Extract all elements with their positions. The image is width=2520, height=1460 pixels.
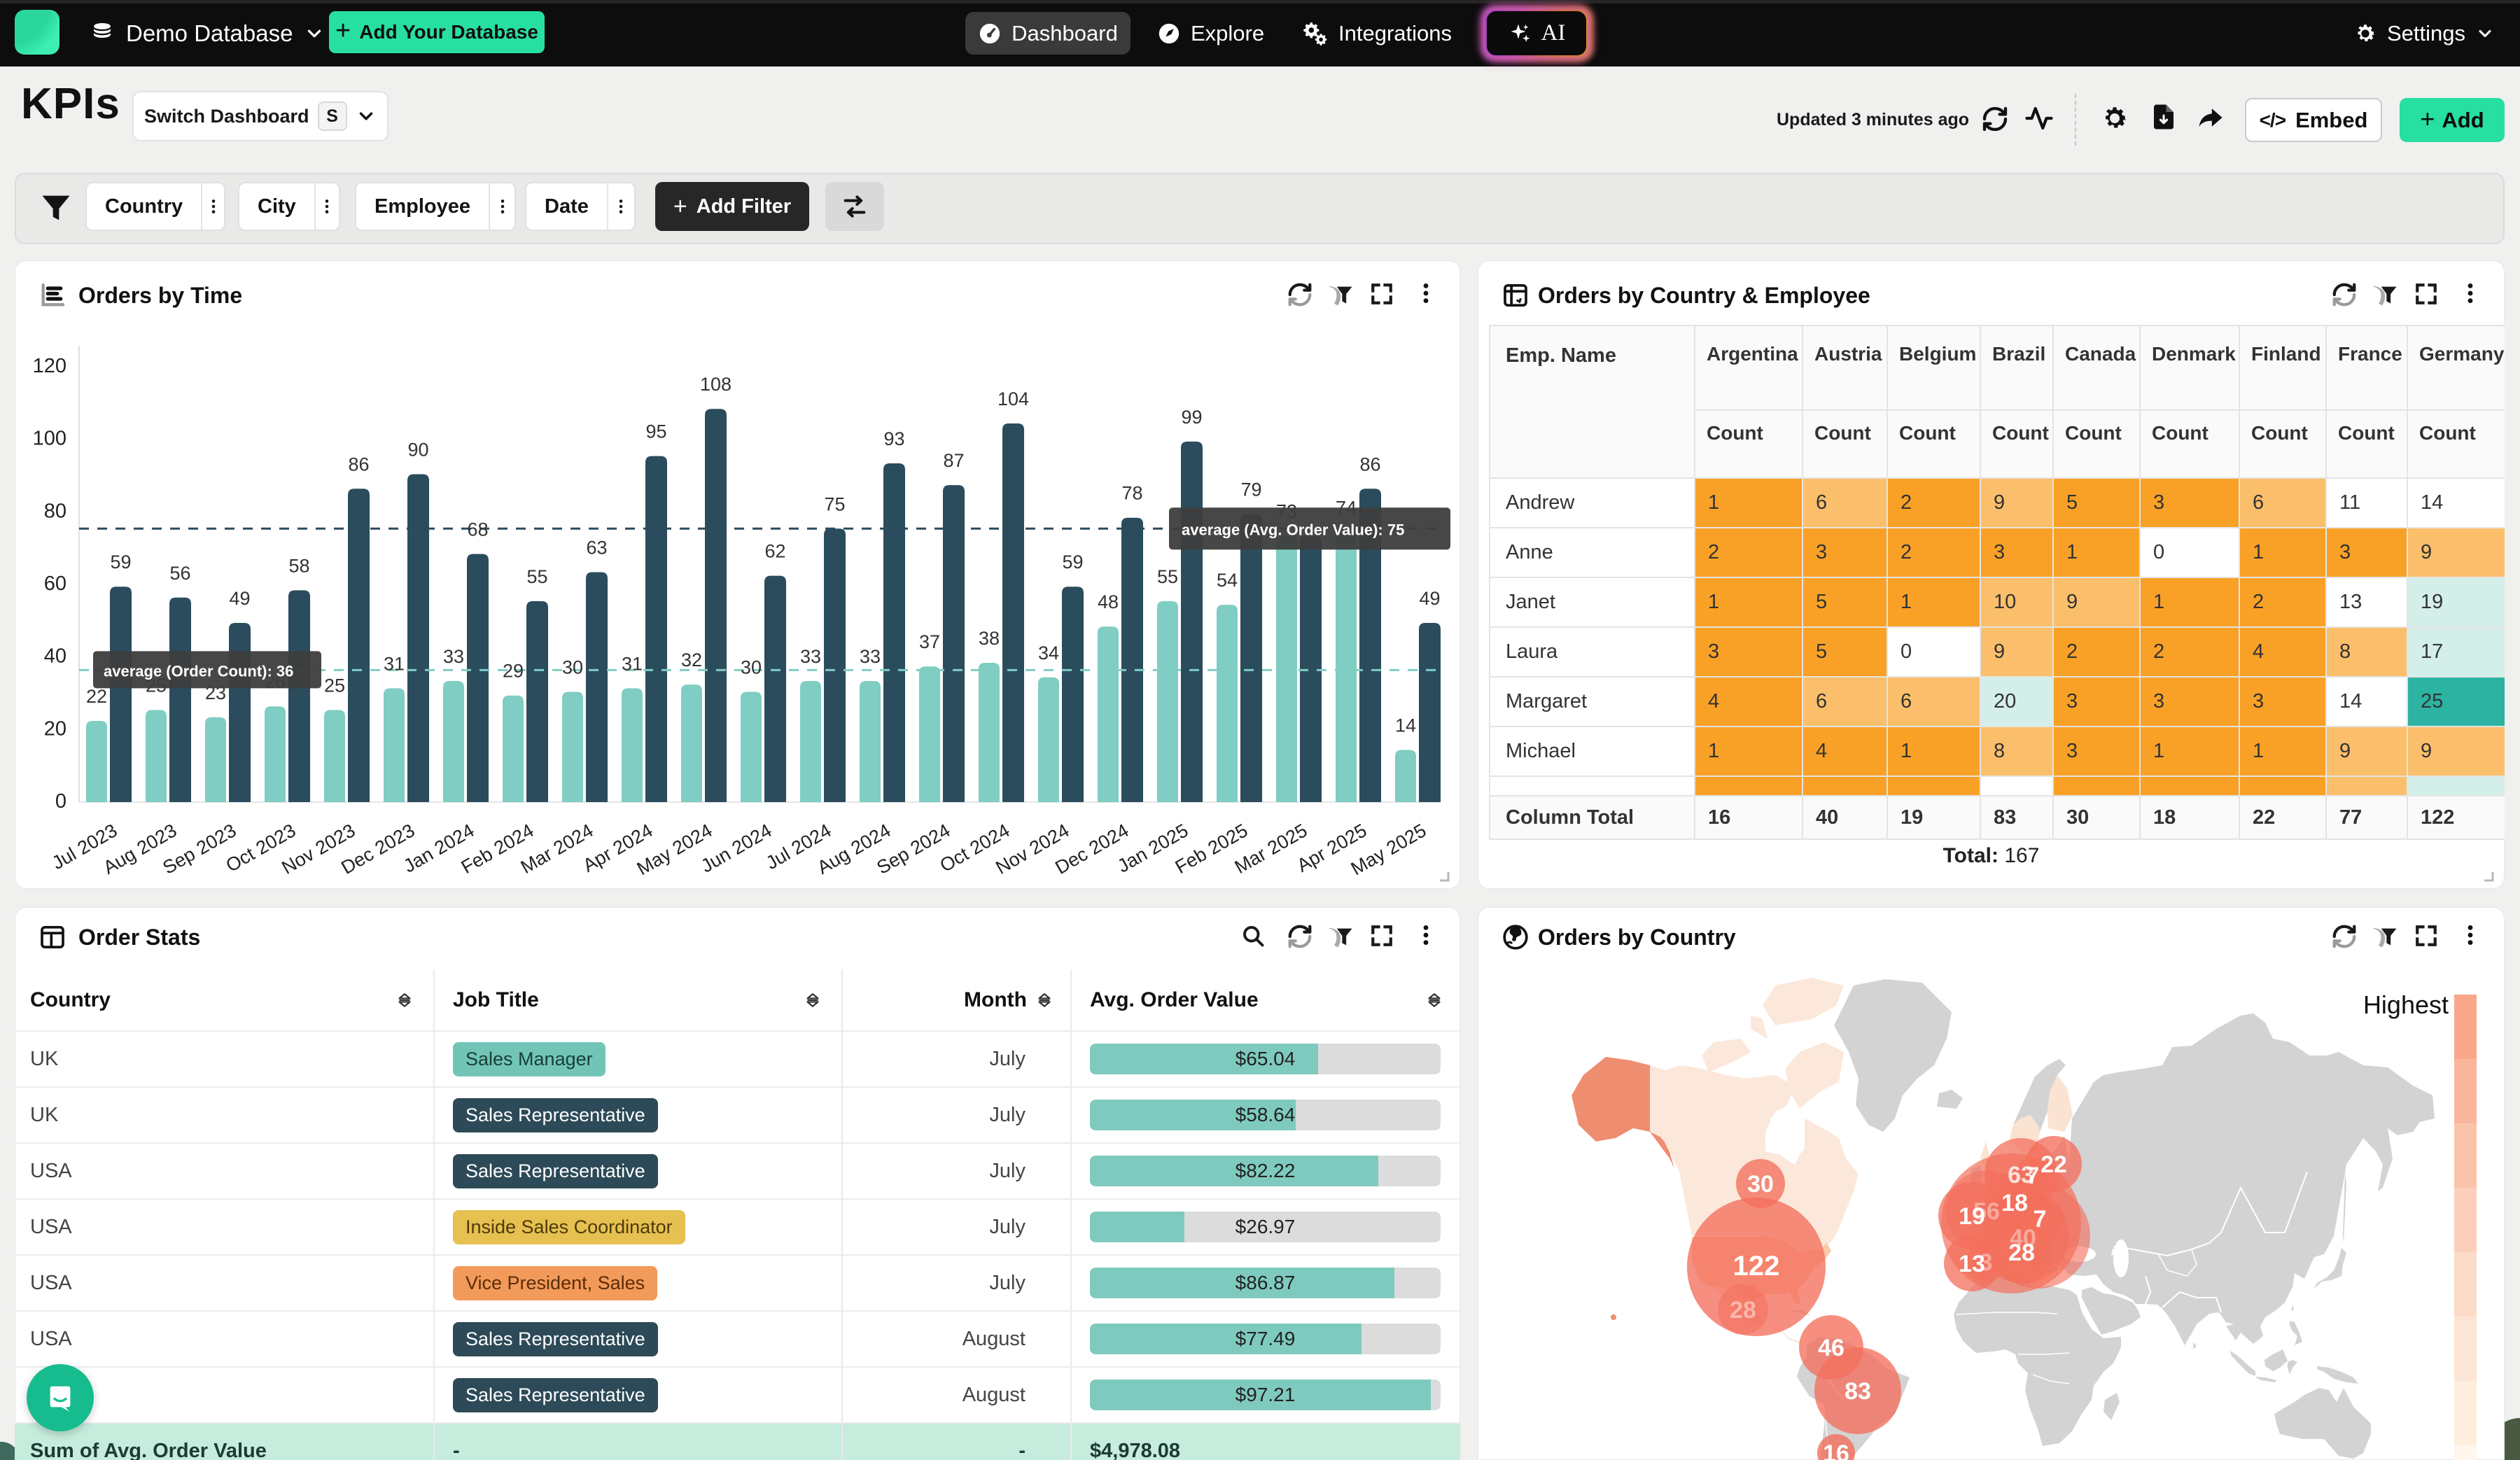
svg-text:28: 28 [2008, 1240, 2035, 1266]
svg-text:108: 108 [700, 374, 732, 395]
svg-text:average (Avg. Order Value): 75: average (Avg. Order Value): 75 [1182, 521, 1404, 538]
svg-text:78: 78 [1121, 483, 1142, 504]
svg-text:63: 63 [586, 537, 607, 558]
svg-text:54: 54 [1217, 570, 1238, 591]
svg-text:87: 87 [943, 450, 964, 471]
svg-text:40: 40 [44, 645, 66, 668]
svg-text:63: 63 [2008, 1162, 2034, 1188]
svg-text:99: 99 [1181, 407, 1202, 428]
svg-text:22: 22 [2040, 1151, 2067, 1178]
svg-text:20: 20 [44, 717, 66, 740]
svg-text:22: 22 [86, 686, 107, 707]
svg-text:86: 86 [348, 454, 369, 475]
svg-text:Highest: Highest [2363, 990, 2449, 1019]
svg-text:30: 30 [741, 657, 762, 678]
svg-text:83: 83 [1844, 1378, 1871, 1405]
svg-text:34: 34 [1038, 643, 1059, 664]
svg-text:28: 28 [1730, 1297, 1756, 1324]
svg-text:37: 37 [919, 631, 940, 652]
svg-text:13: 13 [1959, 1251, 1985, 1277]
svg-text:46: 46 [1818, 1335, 1844, 1361]
svg-text:33: 33 [443, 646, 464, 667]
svg-text:average (Order Count): 36: average (Order Count): 36 [104, 662, 293, 680]
svg-text:60: 60 [44, 573, 66, 595]
svg-text:30: 30 [562, 657, 583, 678]
svg-text:95: 95 [645, 421, 666, 442]
svg-text:100: 100 [33, 428, 66, 450]
svg-text:33: 33 [860, 646, 881, 667]
svg-text:120: 120 [33, 355, 66, 377]
svg-text:14: 14 [1395, 715, 1416, 736]
svg-text:58: 58 [288, 555, 309, 576]
svg-text:18: 18 [2001, 1190, 2028, 1216]
svg-text:19: 19 [1959, 1203, 1985, 1230]
svg-text:31: 31 [622, 653, 643, 674]
svg-text:68: 68 [467, 519, 488, 540]
svg-text:25: 25 [324, 675, 345, 696]
svg-text:62: 62 [764, 541, 785, 562]
svg-text:55: 55 [1157, 566, 1178, 587]
svg-text:49: 49 [229, 588, 250, 609]
svg-text:7: 7 [2033, 1206, 2047, 1233]
svg-text:104: 104 [997, 388, 1029, 409]
svg-text:86: 86 [1359, 454, 1380, 475]
svg-text:55: 55 [526, 566, 547, 587]
svg-text:122: 122 [1733, 1251, 1780, 1282]
svg-text:80: 80 [44, 500, 66, 522]
svg-text:75: 75 [824, 493, 845, 514]
svg-text:90: 90 [407, 440, 428, 461]
svg-text:3: 3 [1980, 1249, 1993, 1276]
svg-text:33: 33 [800, 646, 821, 667]
svg-text:30: 30 [1747, 1171, 1774, 1198]
svg-text:49: 49 [1419, 588, 1440, 609]
svg-text:16: 16 [1823, 1440, 1849, 1460]
svg-text:56: 56 [169, 563, 190, 584]
svg-text:29: 29 [503, 661, 524, 682]
svg-text:0: 0 [55, 790, 66, 813]
svg-text:48: 48 [1098, 591, 1119, 612]
svg-text:31: 31 [384, 653, 405, 674]
svg-text:93: 93 [883, 428, 904, 449]
svg-text:79: 79 [1240, 479, 1261, 500]
svg-text:56: 56 [1973, 1198, 2000, 1225]
svg-text:59: 59 [1062, 552, 1083, 573]
svg-text:32: 32 [681, 650, 702, 671]
svg-text:38: 38 [979, 628, 1000, 649]
svg-text:59: 59 [110, 552, 131, 573]
svg-text:7: 7 [2026, 1163, 2040, 1189]
svg-text:40: 40 [2010, 1225, 2036, 1251]
